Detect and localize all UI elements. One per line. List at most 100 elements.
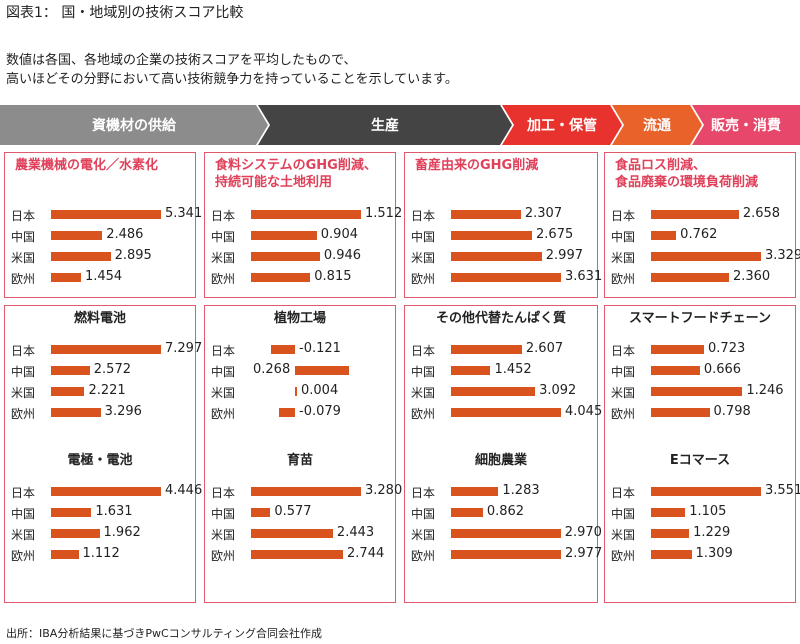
chart-title: 植物工場 [273, 311, 326, 326]
country-row: 米国 2.443 [205, 524, 395, 545]
score-bar [451, 550, 561, 559]
panel-r2-c2: 植物工場 日本 -0.121 中国 0.268 米国 0.004 欧州 -0.079 育苗 日本 3.… [204, 305, 402, 603]
country-label: 日本 [411, 486, 436, 500]
score-label: 0.268 [253, 362, 291, 377]
chart-title: 食品ロス削減、 食品廃棄の環境負荷削減 [615, 158, 759, 190]
score-label: 7.297 [165, 341, 203, 356]
score-bar [251, 508, 271, 517]
country-label: 欧州 [411, 272, 436, 286]
country-row: 欧州 1.112 [5, 545, 195, 566]
score-label: 2.970 [564, 525, 602, 540]
score-bar [451, 529, 561, 538]
panel-r1-c2: 食料システムのGHG削減、 持続可能な土地利用 日本 1.512 中国 0.904 米国 0… [204, 152, 402, 298]
country-row: 米国 0.004 [205, 382, 395, 403]
country-row: 中国 2.486 [5, 226, 195, 247]
panel-r1-c1: 農業機械の電化／水素化 日本 5.341 中国 2.486 米国 2.895 欧州 1.454 [4, 152, 202, 298]
score-label: 0.004 [301, 383, 339, 398]
chart-title: Eコマース [669, 453, 731, 468]
description-line-1: 数値は各国、各地域の企業の技術スコアを平均したもので、 [6, 53, 357, 68]
chart-title: 農業機械の電化／水素化 [15, 158, 159, 173]
country-label: 米国 [211, 251, 236, 265]
score-bar [51, 408, 101, 417]
country-label: 中国 [411, 365, 436, 379]
country-label: 米国 [11, 251, 36, 265]
country-row: 中国 0.577 [205, 503, 395, 524]
country-row: 日本 2.607 [405, 340, 597, 361]
country-row: 米国 2.970 [405, 524, 602, 545]
score-label: 0.723 [708, 341, 746, 356]
score-bar [451, 273, 561, 282]
country-row: 米国 2.997 [405, 247, 597, 268]
score-bar [51, 366, 90, 375]
stage-label: 加工・保管 [527, 118, 597, 134]
score-label: 2.895 [114, 248, 152, 263]
country-row: 中国 0.268 [205, 361, 395, 382]
stage-label: 流通 [643, 118, 671, 134]
score-label: 1.962 [103, 525, 141, 540]
country-label: 欧州 [411, 549, 436, 563]
country-row: 欧州 1.454 [5, 268, 195, 289]
score-label: 1.246 [746, 383, 784, 398]
country-label: 欧州 [611, 407, 636, 421]
chart-title: 育苗 [286, 453, 313, 468]
country-label: 日本 [211, 486, 236, 500]
country-row: 中国 2.675 [405, 226, 597, 247]
country-row: 日本 1.512 [205, 205, 402, 226]
score-label: 1.229 [693, 525, 731, 540]
country-row: 米国 0.946 [205, 247, 395, 268]
country-row: 日本 7.297 [5, 340, 202, 361]
country-row: 欧州 3.296 [5, 403, 195, 424]
score-bar [451, 487, 499, 496]
country-row: 日本 4.446 [5, 482, 202, 503]
country-row: 中国 1.105 [605, 503, 795, 524]
score-label: 0.666 [703, 362, 742, 377]
score-label: 0.815 [314, 269, 352, 284]
country-label: 中国 [11, 507, 36, 521]
score-label: 3.296 [104, 404, 142, 419]
country-label: 中国 [211, 507, 236, 521]
stage-label: 資機材の供給 [92, 118, 176, 134]
country-row: 米国 2.221 [5, 382, 195, 403]
score-bar [451, 387, 536, 396]
score-bar [251, 210, 361, 219]
country-label: 米国 [411, 251, 436, 265]
country-row: 米国 1.962 [5, 524, 195, 545]
score-label: 3.329 [765, 248, 800, 263]
country-label: 日本 [411, 344, 436, 358]
score-label: 4.045 [565, 404, 603, 419]
panel-r1-c4: 食品ロス削減、 食品廃棄の環境負荷削減 日本 2.658 中国 0.762 米国 3.329… [604, 152, 800, 298]
score-bar [651, 273, 729, 282]
country-row: 日本 2.658 [605, 205, 795, 226]
score-label: 2.744 [347, 546, 385, 561]
score-label: 1.631 [95, 504, 133, 519]
stage-label: 販売・消費 [711, 118, 781, 134]
score-label: 5.341 [165, 206, 203, 221]
score-label: 2.675 [536, 227, 574, 242]
country-row: 中国 1.452 [405, 361, 597, 382]
panel-r2-c4: スマートフードチェーン 日本 0.723 中国 0.666 米国 1.246 欧州 0.798 E… [604, 305, 800, 603]
country-row: 欧州 4.045 [405, 403, 602, 424]
score-label: 2.221 [88, 383, 126, 398]
country-label: 中国 [11, 230, 36, 244]
country-row: 欧州 3.631 [405, 268, 602, 289]
country-row: 中国 0.862 [405, 503, 597, 524]
country-label: 欧州 [211, 549, 236, 563]
country-row: 日本 3.280 [205, 482, 402, 503]
country-label: 米国 [11, 386, 36, 400]
score-bar [51, 387, 85, 396]
score-bar [451, 231, 533, 240]
country-row: 中国 0.904 [205, 226, 395, 247]
panel-r2-c1: 燃料電池 日本 7.297 中国 2.572 米国 2.221 欧州 3.296 電極・電池 日本 4… [4, 305, 202, 603]
score-bar [51, 345, 161, 354]
stage-3: 加工・保管 [502, 105, 622, 145]
country-label: 中国 [411, 507, 436, 521]
country-row: 米国 1.229 [605, 524, 795, 545]
country-label: 中国 [611, 365, 636, 379]
country-row: 日本 3.551 [605, 482, 800, 503]
score-bar [279, 408, 295, 417]
score-bar [451, 252, 542, 261]
score-bar [251, 550, 344, 559]
score-bar [651, 210, 739, 219]
description-line-2: 高いほどその分野において高い技術競争力を持っていることを示しています。 [6, 72, 458, 87]
score-bar [651, 366, 700, 375]
